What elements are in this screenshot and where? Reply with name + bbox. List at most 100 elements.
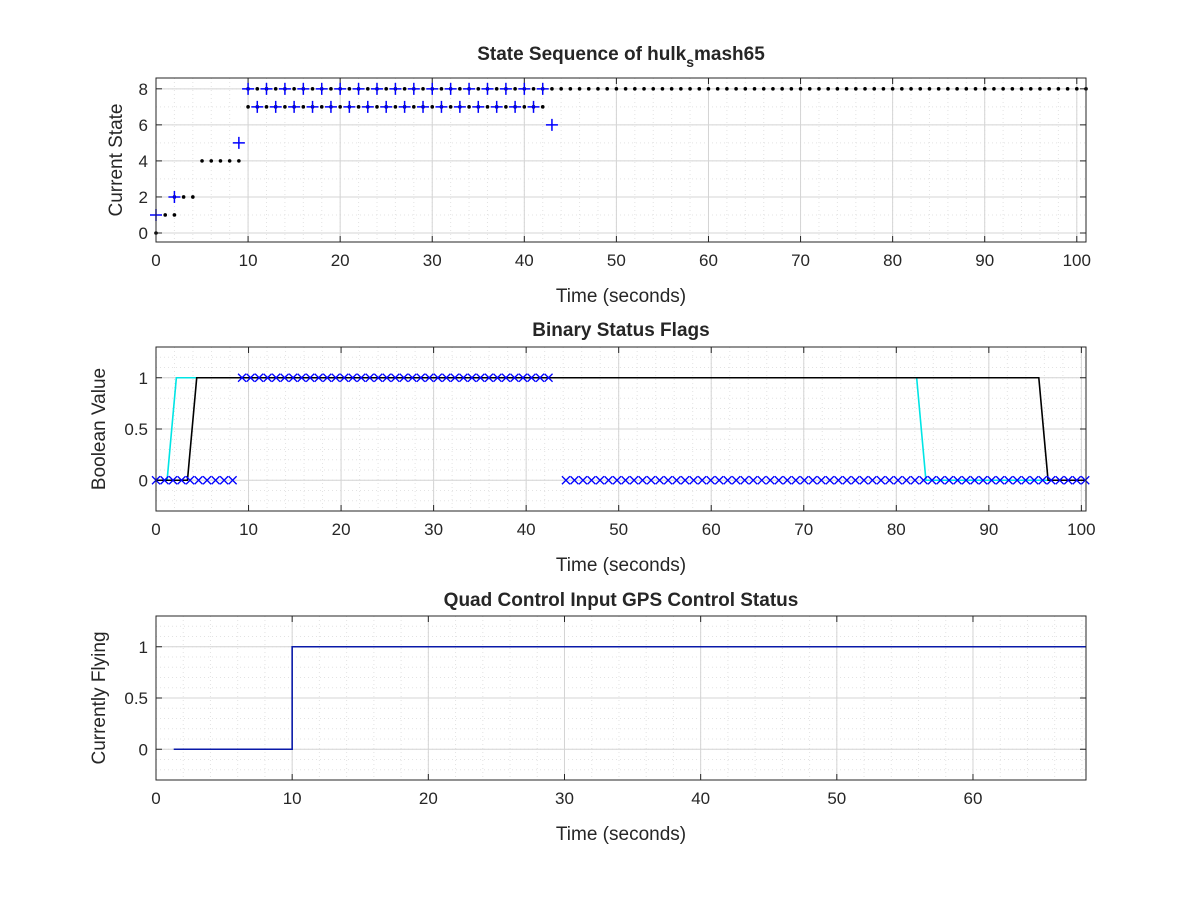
dot-marker-point [246,105,250,109]
dot-marker-point [402,87,407,91]
x-marker-point [995,475,1005,485]
y-tick-label: 2 [139,188,148,207]
x-marker-point [953,475,963,485]
x-tick-label: 10 [239,520,258,539]
plus-marker-point [463,82,476,95]
x-marker-point [1063,475,1073,485]
dot-marker-point [817,87,821,91]
dot-marker-point [356,105,361,109]
x-marker-point [484,373,494,383]
plus-marker-point [343,100,356,113]
plus-marker-point [361,100,374,113]
plus-marker-point [499,82,512,95]
dot-marker-point [1056,87,1061,91]
plus-marker-point [444,82,457,95]
x-marker-point [961,475,971,485]
x-marker-point [587,475,596,485]
dot-marker-point [743,87,748,91]
x-marker-point [1021,475,1031,485]
plus-marker-point [407,82,420,95]
x-marker-point [859,475,869,485]
dot-marker-point [476,87,481,91]
x-tick-label: 50 [827,789,846,808]
x-tick-label: 20 [331,251,350,270]
dot-marker-point [982,87,987,91]
x-marker-point [1072,475,1082,485]
data-layer [173,645,1086,751]
dot-marker-point [586,87,591,91]
x-marker-point [271,373,281,383]
x-marker-point [1012,475,1022,485]
dot-marker-point [706,87,711,91]
plus-marker-point [509,100,522,113]
x-marker-point [475,373,485,383]
x-marker-point [927,475,937,485]
x-marker-point [1029,475,1039,485]
x-marker-point [765,475,775,485]
x-marker-point [399,373,409,383]
x-marker-point [893,475,903,485]
x-marker-point [535,373,545,383]
x-marker-point [237,373,247,383]
dot-marker-point [918,87,923,91]
x-marker-point [280,373,290,383]
dot-marker-point [789,87,794,91]
plus-marker-point [306,100,319,113]
dot-marker-point [835,87,840,91]
x-tick-label: 20 [332,520,351,539]
x-marker-point [450,373,460,383]
dot-marker-point [1019,87,1024,91]
x-tick-label: 0 [151,520,160,539]
dot-marker-point [568,87,573,91]
dot-marker-point [430,105,435,109]
dot-marker-point [365,87,370,91]
data-layer [151,373,1090,485]
dot-marker-point [347,87,352,91]
x-marker-point [168,475,178,485]
dot-marker-point [310,87,315,91]
dot-marker-point [439,87,444,91]
x-tick-label: 60 [964,789,983,808]
x-tick-label: 50 [607,251,626,270]
x-marker-point [518,373,528,383]
plus-marker-point [545,118,558,131]
dot-marker-point [504,105,508,109]
x-tick-label: 30 [423,251,442,270]
x-marker-point [458,373,468,383]
x-axis-label: Time (seconds) [556,555,686,576]
y-axis-label: Currently Flying [89,631,110,764]
x-marker-point [1046,475,1056,485]
dot-marker-point [679,87,683,91]
dot-marker-point [633,87,637,91]
x-marker-point [569,475,579,485]
x-tick-label: 0 [151,789,160,808]
x-marker-point [791,475,801,485]
dot-marker-point [909,87,913,91]
dot-marker-point [642,87,646,91]
y-tick-label: 4 [139,152,148,171]
plus-marker-point [380,100,393,113]
x-marker-point [544,373,554,383]
dot-marker-point [329,87,333,91]
plus-marker-point [481,82,494,95]
y-axis-label: Boolean Value [89,368,110,490]
gps-control-status-plot: 0 10 20 30 40 50 60 0 0.5 1 Quad Control Input GPS… [89,590,1087,845]
x-marker-point [501,373,511,383]
x-marker-point [731,475,741,485]
dot-marker-point [826,87,830,91]
x-tick-label: 40 [515,251,534,270]
x-axis-label: Time (seconds) [556,824,686,845]
plus-marker-point [232,136,245,149]
dot-marker-point [485,105,490,109]
dot-marker-point [752,87,757,91]
dot-marker-point [1074,87,1079,91]
dot-marker-point [338,105,342,109]
dot-marker-point [669,87,674,91]
plus-marker-point [389,82,402,95]
x-marker-point [194,475,204,485]
dot-marker-point [946,87,950,91]
x-marker-point [424,373,434,383]
x-marker-point [825,475,835,485]
x-tick-label: 60 [699,251,718,270]
x-marker-point [833,475,843,485]
